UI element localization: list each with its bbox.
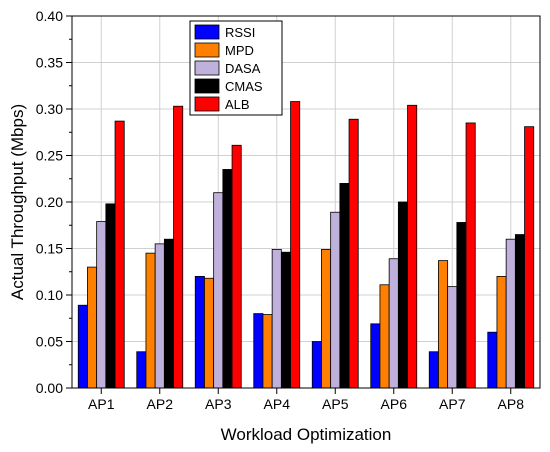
bar-rssi-ap3 bbox=[194, 275, 205, 389]
bar-alb-ap5 bbox=[348, 118, 359, 389]
bar-dasa-ap2 bbox=[154, 243, 165, 389]
bar-mpd-ap6 bbox=[379, 284, 390, 389]
legend-label-cmas: CMAS bbox=[225, 79, 263, 94]
y-axis: 0.00 0.05 0.10 0.15 0.20 0.25 0.30 0.35 0.40 bbox=[36, 8, 72, 396]
bar-rssi-ap8 bbox=[487, 331, 498, 389]
y-axis-title: Actual Throughput (Mbps) bbox=[8, 104, 27, 300]
bars bbox=[77, 101, 535, 389]
legend-label-mpd: MPD bbox=[225, 43, 254, 58]
bar-dasa-ap5 bbox=[330, 211, 341, 389]
x-tick-label: AP1 bbox=[88, 396, 115, 412]
bar-alb-ap7 bbox=[465, 122, 476, 389]
x-tick-label: AP8 bbox=[498, 396, 525, 412]
bar-cmas-ap3 bbox=[222, 169, 233, 389]
bar-alb-ap6 bbox=[407, 104, 418, 389]
legend-swatch-cmas bbox=[194, 78, 220, 94]
bar-mpd-ap8 bbox=[496, 275, 507, 389]
bar-mpd-ap4 bbox=[262, 314, 273, 389]
bar-rssi-ap7 bbox=[428, 351, 439, 389]
y-tick-label: 0.25 bbox=[36, 148, 63, 164]
y-tick-label: 0.10 bbox=[36, 287, 63, 303]
bar-cmas-ap7 bbox=[456, 222, 467, 389]
legend-swatch-rssi bbox=[194, 24, 220, 40]
x-tick-label: AP4 bbox=[264, 396, 291, 412]
legend: RSSI MPD DASA CMAS ALB bbox=[189, 20, 283, 116]
y-tick-label: 0.05 bbox=[36, 334, 63, 350]
bar-alb-ap4 bbox=[290, 101, 301, 389]
bar-dasa-ap3 bbox=[213, 192, 224, 389]
legend-swatch-dasa bbox=[194, 60, 220, 76]
y-tick-label: 0.00 bbox=[36, 380, 63, 396]
bar-rssi-ap2 bbox=[136, 351, 147, 389]
y-tick-label: 0.35 bbox=[36, 55, 63, 71]
y-tick-label: 0.30 bbox=[36, 101, 63, 117]
bar-mpd-ap7 bbox=[438, 260, 449, 389]
bar-cmas-ap4 bbox=[280, 251, 291, 389]
legend-swatch-alb bbox=[194, 96, 220, 112]
x-tick-label: AP5 bbox=[322, 396, 349, 412]
legend-label-rssi: RSSI bbox=[225, 25, 255, 40]
bar-dasa-ap7 bbox=[447, 286, 458, 389]
bar-rssi-ap6 bbox=[370, 323, 381, 389]
x-axis: AP1 AP2 AP3 AP4 AP5 AP6 AP7 AP8 bbox=[88, 388, 524, 412]
bar-dasa-ap1 bbox=[96, 221, 107, 389]
bar-alb-ap3 bbox=[231, 144, 242, 389]
bar-cmas-ap2 bbox=[163, 238, 174, 389]
bar-alb-ap8 bbox=[524, 126, 535, 389]
bar-alb-ap2 bbox=[173, 105, 184, 389]
x-tick-label: AP2 bbox=[147, 396, 174, 412]
y-tick-label: 0.20 bbox=[36, 194, 63, 210]
legend-label-dasa: DASA bbox=[225, 61, 261, 76]
bar-mpd-ap1 bbox=[87, 266, 98, 389]
bar-cmas-ap5 bbox=[339, 182, 350, 389]
bar-dasa-ap4 bbox=[271, 249, 282, 389]
bar-mpd-ap5 bbox=[321, 249, 332, 389]
bar-mpd-ap3 bbox=[204, 277, 215, 389]
bar-cmas-ap8 bbox=[514, 234, 525, 389]
bar-dasa-ap8 bbox=[505, 238, 516, 389]
x-tick-label: AP7 bbox=[439, 396, 466, 412]
legend-swatch-mpd bbox=[194, 42, 220, 58]
bar-cmas-ap1 bbox=[105, 203, 116, 389]
x-tick-label: AP3 bbox=[205, 396, 232, 412]
legend-label-alb: ALB bbox=[225, 97, 250, 112]
bar-rssi-ap4 bbox=[253, 313, 264, 389]
bar-mpd-ap2 bbox=[145, 252, 156, 389]
bar-cmas-ap6 bbox=[397, 201, 408, 389]
bar-rssi-ap5 bbox=[311, 341, 322, 389]
x-tick-label: AP6 bbox=[381, 396, 408, 412]
bar-rssi-ap1 bbox=[77, 304, 88, 389]
y-tick-label: 0.40 bbox=[36, 8, 63, 24]
x-axis-title: Workload Optimization bbox=[221, 425, 392, 444]
bar-dasa-ap6 bbox=[388, 258, 399, 389]
y-tick-label: 0.15 bbox=[36, 241, 63, 257]
bar-alb-ap1 bbox=[114, 120, 125, 389]
